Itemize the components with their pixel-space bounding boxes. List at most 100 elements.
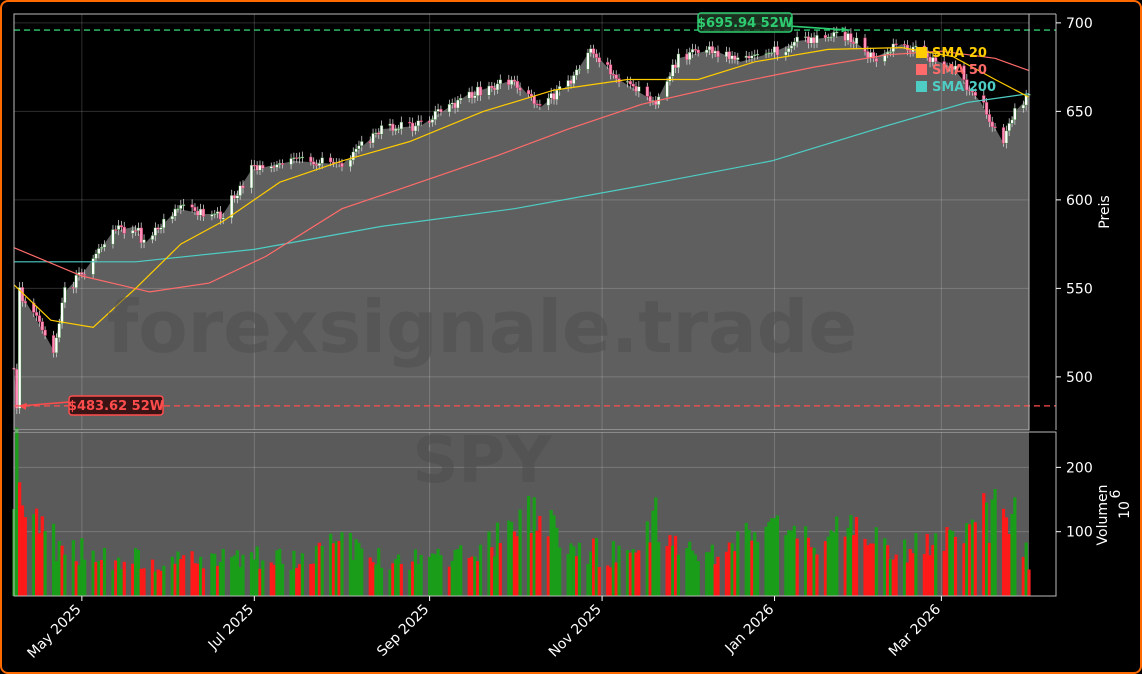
volume-bar	[753, 532, 757, 596]
volume-bar	[854, 517, 859, 596]
candle-body	[312, 161, 316, 165]
candle-body	[713, 50, 717, 54]
candle-body	[775, 46, 779, 56]
candle-body	[351, 151, 355, 161]
volume-bar	[888, 559, 893, 596]
volume-bar	[518, 509, 522, 596]
volume-bar	[809, 547, 813, 596]
candle-body	[433, 111, 437, 120]
candle-body	[696, 49, 700, 54]
candle-body	[476, 86, 480, 97]
volume-bar	[289, 569, 293, 596]
volume-bar	[849, 515, 853, 596]
volume-bar	[1001, 508, 1006, 596]
candle-body	[133, 230, 138, 232]
candle-body	[770, 52, 774, 54]
volume-axis-label: Volumen	[1095, 485, 1111, 546]
volume-bar	[43, 531, 47, 596]
volume-bar	[707, 552, 712, 596]
candle-body	[238, 185, 242, 196]
candle-body	[727, 51, 731, 60]
candle-body	[300, 156, 304, 159]
volume-bar	[102, 547, 107, 596]
x-tick-label: Jan 2026	[722, 601, 778, 657]
volume-bar	[391, 563, 395, 596]
volume-bar	[117, 557, 121, 596]
volume-bar	[984, 502, 989, 596]
candle-body	[934, 57, 938, 62]
volume-bar	[804, 526, 808, 596]
volume-bar	[77, 565, 81, 596]
price-tick-label: 650	[1066, 104, 1093, 120]
volume-bar	[510, 521, 514, 596]
volume-bar	[411, 561, 415, 596]
volume-bar	[493, 556, 497, 596]
volume-bar	[331, 543, 336, 596]
volume-bar	[133, 548, 138, 596]
candle-body	[676, 53, 681, 69]
candle-body	[815, 35, 819, 44]
candle-body	[716, 50, 720, 58]
volume-bar	[905, 562, 910, 596]
candle-body	[139, 227, 143, 244]
volume-bar	[665, 545, 669, 596]
volume-bar	[546, 536, 550, 596]
volume-bar	[631, 549, 635, 596]
candle-body	[487, 85, 491, 96]
volume-bar	[770, 518, 774, 596]
volume-bar	[297, 564, 302, 596]
volume-bar	[645, 521, 649, 596]
watermark-site: forexsignale.trade	[107, 285, 857, 369]
volume-spine	[13, 431, 1057, 597]
volume-bar	[94, 562, 98, 596]
candle-body	[430, 119, 435, 123]
candle-body	[866, 51, 870, 58]
candle-body	[498, 79, 502, 85]
volume-bar	[535, 530, 539, 596]
volume-bar	[724, 551, 729, 596]
candle-body	[823, 35, 828, 39]
candle-body	[535, 103, 539, 106]
volume-bar	[934, 533, 938, 596]
volume-bar	[733, 551, 737, 596]
volume-bar	[258, 568, 262, 596]
volume-bar	[953, 536, 958, 596]
candle-body	[526, 90, 531, 95]
candle-body	[467, 91, 471, 99]
volume-bar	[1004, 517, 1008, 596]
volume-bar	[348, 532, 353, 596]
volume-bar	[139, 568, 143, 596]
candle-body	[490, 85, 494, 89]
candle-body	[450, 102, 454, 105]
candle-body	[131, 230, 135, 234]
volume-bar	[552, 515, 556, 596]
volume-bar	[597, 567, 601, 596]
candle-body	[569, 80, 573, 84]
candle-body	[804, 36, 808, 38]
candle-body	[218, 211, 222, 220]
candle-body	[190, 204, 194, 208]
sma20-line	[13, 46, 1030, 328]
volume-bar	[549, 510, 553, 596]
candle-body	[608, 64, 613, 75]
volume-bar	[337, 541, 341, 596]
candle-body	[199, 208, 203, 216]
candle-body	[396, 128, 401, 131]
candle-body	[74, 275, 78, 289]
x-tick-label: Mar 2026	[886, 601, 944, 659]
volume-bar	[54, 560, 59, 596]
candle-body	[309, 156, 313, 162]
candle-body	[767, 52, 771, 54]
volume-bar	[871, 543, 876, 596]
volume-bar	[883, 538, 887, 596]
candle-body	[849, 33, 853, 43]
candle-body	[111, 229, 115, 245]
volume-bar	[272, 564, 276, 596]
volume-bar	[221, 549, 225, 596]
sma200-line	[14, 93, 1030, 263]
volume-bar	[37, 533, 42, 596]
candle-body	[625, 81, 630, 83]
volume-bar	[948, 529, 952, 596]
volume-bar	[886, 545, 890, 596]
candle-body	[419, 120, 423, 123]
